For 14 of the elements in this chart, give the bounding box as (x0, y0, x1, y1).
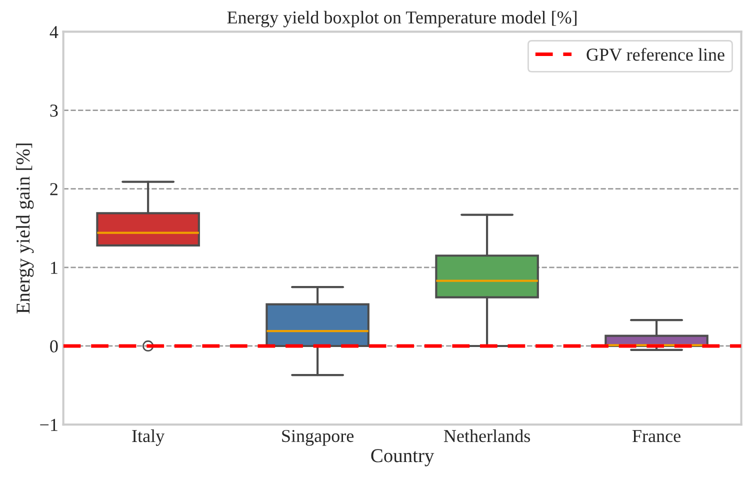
x-tick-label: France (632, 430, 680, 442)
y-tick-label: 1 (51, 262, 58, 274)
y-tick-label: 2 (50, 183, 58, 196)
y-tick-label: 3 (50, 104, 58, 117)
chart-title: Energy yield boxplot on Temperature model [%] (227, 10, 576, 28)
x-tick-label: Italy (132, 429, 165, 446)
x-tick-label: Singapore (282, 430, 354, 446)
y-tick-label: 0 (50, 340, 58, 352)
x-axis-title: Country (371, 449, 434, 466)
x-tick-label: Netherlands (444, 429, 530, 442)
y-axis-title: Energy yield gain [%] (16, 144, 34, 314)
y-tick-label: −1 (40, 418, 58, 431)
y-tick-label: 4 (50, 26, 58, 38)
legend-label: GPV reference line (586, 48, 724, 61)
